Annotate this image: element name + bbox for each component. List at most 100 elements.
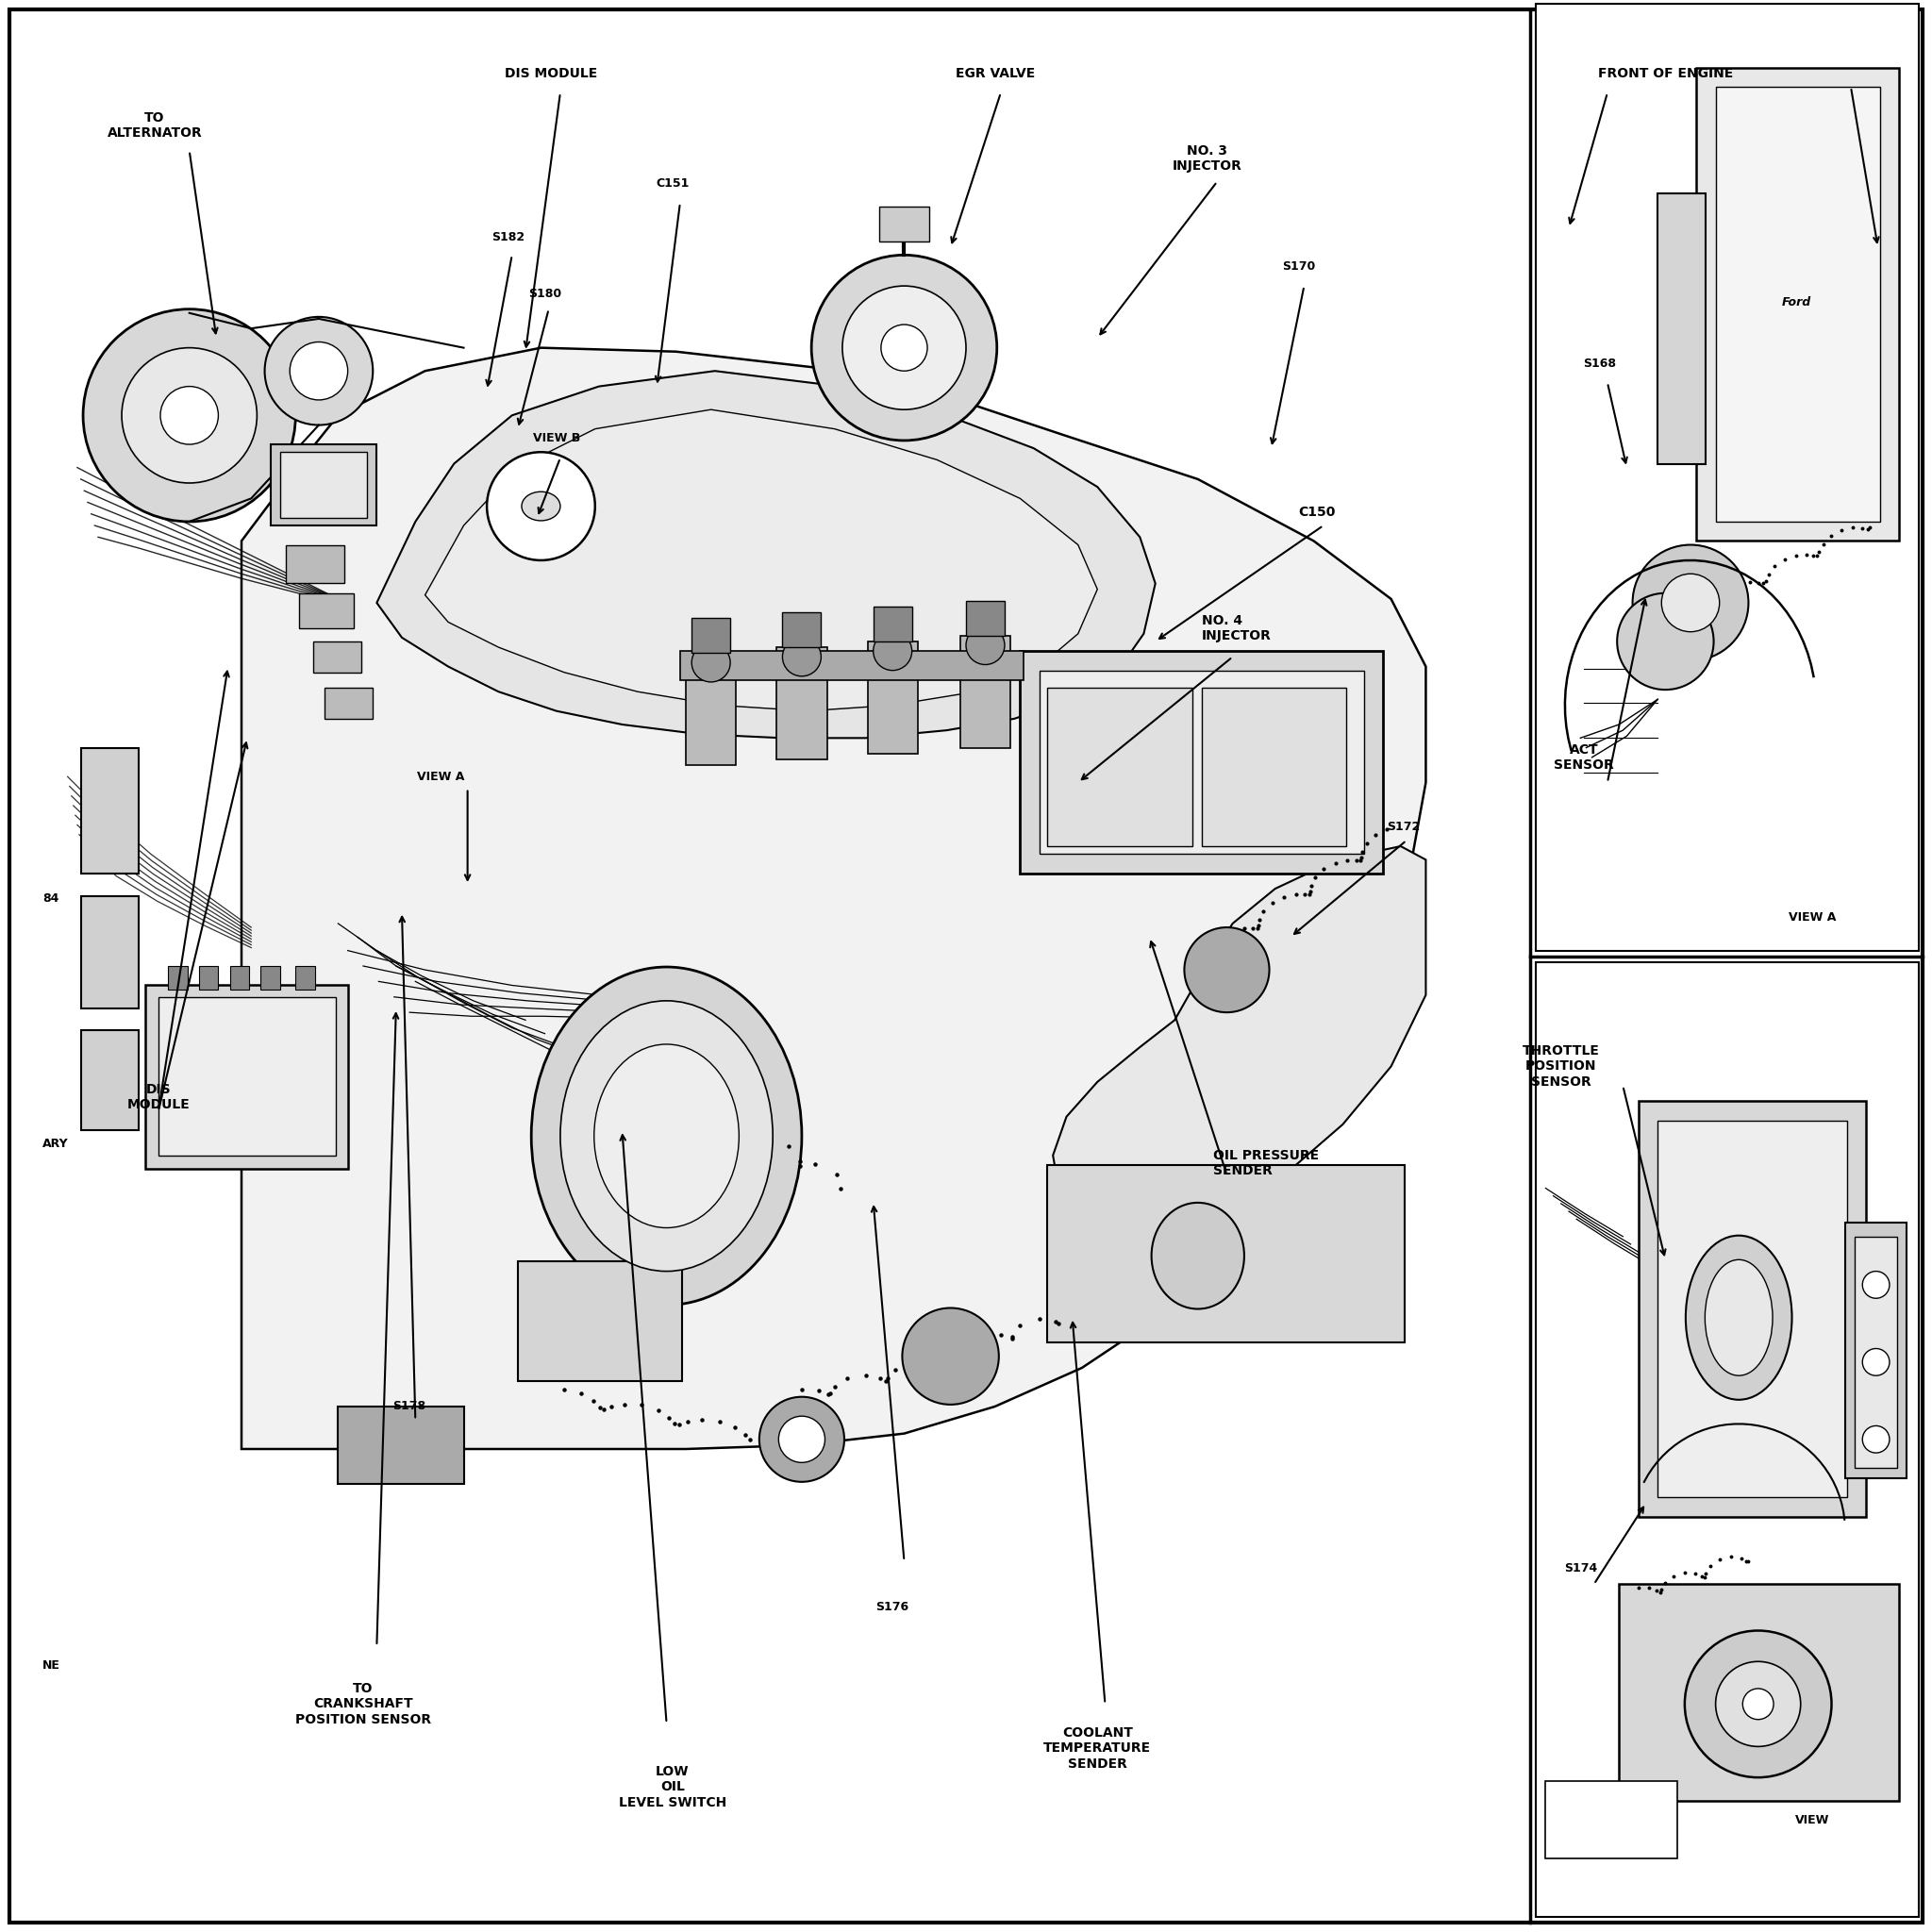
- Text: NO. 3
INJECTOR: NO. 3 INJECTOR: [1173, 145, 1242, 172]
- Text: LOW
OIL
LEVEL SWITCH: LOW OIL LEVEL SWITCH: [618, 1766, 726, 1808]
- Text: ARY: ARY: [43, 1138, 68, 1150]
- Circle shape: [265, 317, 373, 425]
- Bar: [158, 997, 336, 1155]
- Bar: [299, 593, 354, 628]
- Ellipse shape: [522, 493, 560, 520]
- Bar: [81, 748, 139, 873]
- Polygon shape: [425, 410, 1097, 711]
- Circle shape: [779, 1416, 825, 1463]
- Bar: [261, 966, 280, 989]
- Circle shape: [1184, 927, 1269, 1012]
- Text: C150: C150: [1298, 506, 1335, 518]
- Bar: [873, 607, 912, 641]
- Text: S180: S180: [527, 288, 562, 299]
- Bar: [81, 1030, 139, 1130]
- Bar: [1658, 1121, 1847, 1497]
- Circle shape: [1685, 1631, 1832, 1777]
- Polygon shape: [377, 371, 1155, 738]
- Bar: [1536, 4, 1918, 951]
- Bar: [1658, 193, 1706, 464]
- Text: VIEW A: VIEW A: [417, 771, 464, 782]
- Circle shape: [873, 632, 912, 670]
- Text: ACT
SENSOR: ACT SENSOR: [1553, 744, 1615, 771]
- Text: S168: S168: [1582, 357, 1617, 369]
- Text: FRONT OF ENGINE: FRONT OF ENGINE: [1598, 68, 1733, 79]
- Circle shape: [1617, 593, 1714, 690]
- Bar: [1202, 688, 1347, 846]
- Bar: [1696, 68, 1899, 541]
- Ellipse shape: [595, 1043, 738, 1229]
- Bar: [199, 966, 218, 989]
- Bar: [325, 688, 373, 719]
- Bar: [168, 966, 187, 989]
- Ellipse shape: [1685, 1236, 1793, 1399]
- Text: TO
CRANKSHAFT
POSITION SENSOR: TO CRANKSHAFT POSITION SENSOR: [296, 1683, 431, 1725]
- Bar: [338, 1406, 464, 1484]
- Text: TO
ALTERNATOR: TO ALTERNATOR: [106, 112, 203, 139]
- Text: THROTTLE
POSITION
SENSOR: THROTTLE POSITION SENSOR: [1522, 1045, 1600, 1088]
- Text: Ford: Ford: [1781, 296, 1812, 307]
- Polygon shape: [242, 348, 1426, 1449]
- Bar: [966, 601, 1005, 636]
- Bar: [518, 1262, 682, 1381]
- Circle shape: [1743, 1689, 1774, 1719]
- Bar: [280, 452, 367, 518]
- Text: NE: NE: [43, 1660, 60, 1671]
- Bar: [1047, 688, 1192, 846]
- Bar: [1047, 1165, 1405, 1343]
- Bar: [1039, 670, 1364, 854]
- Text: NO. 4
INJECTOR: NO. 4 INJECTOR: [1202, 614, 1271, 641]
- Text: S182: S182: [491, 232, 526, 243]
- Text: S176: S176: [875, 1602, 910, 1613]
- Bar: [1855, 1236, 1897, 1468]
- Bar: [230, 966, 249, 989]
- Text: S174: S174: [1563, 1563, 1598, 1575]
- Text: 84: 84: [43, 893, 58, 904]
- Circle shape: [1862, 1271, 1889, 1298]
- Circle shape: [842, 286, 966, 410]
- Bar: [879, 207, 929, 242]
- Bar: [686, 653, 736, 765]
- Bar: [270, 444, 377, 526]
- Text: EGR VALVE: EGR VALVE: [954, 68, 1036, 79]
- Circle shape: [811, 255, 997, 440]
- Text: VIEW: VIEW: [1795, 1814, 1830, 1826]
- Circle shape: [83, 309, 296, 522]
- Ellipse shape: [560, 1001, 773, 1271]
- Bar: [867, 641, 918, 753]
- Ellipse shape: [1151, 1202, 1244, 1310]
- Text: S172: S172: [1387, 821, 1420, 833]
- Circle shape: [782, 638, 821, 676]
- Bar: [1536, 962, 1918, 1917]
- Ellipse shape: [1706, 1260, 1774, 1376]
- Bar: [1638, 1101, 1866, 1517]
- Bar: [1716, 87, 1880, 522]
- Text: C151: C151: [655, 178, 690, 189]
- Circle shape: [966, 626, 1005, 665]
- Circle shape: [290, 342, 348, 400]
- Bar: [1020, 651, 1383, 873]
- Bar: [680, 651, 1024, 680]
- Bar: [81, 896, 139, 1009]
- Bar: [145, 985, 348, 1169]
- Bar: [313, 641, 361, 672]
- Bar: [1546, 1781, 1677, 1859]
- Text: COOLANT
TEMPERATURE
SENDER: COOLANT TEMPERATURE SENDER: [1043, 1727, 1151, 1770]
- Circle shape: [902, 1308, 999, 1405]
- Circle shape: [1716, 1662, 1801, 1747]
- Circle shape: [122, 348, 257, 483]
- Bar: [296, 966, 315, 989]
- Polygon shape: [1053, 846, 1426, 1240]
- Ellipse shape: [531, 968, 802, 1306]
- Text: S170: S170: [1281, 261, 1316, 272]
- Circle shape: [160, 386, 218, 444]
- Circle shape: [1862, 1349, 1889, 1376]
- Circle shape: [487, 452, 595, 560]
- Circle shape: [881, 325, 927, 371]
- Text: S178: S178: [392, 1401, 427, 1412]
- Circle shape: [1662, 574, 1719, 632]
- Bar: [782, 612, 821, 647]
- Circle shape: [1633, 545, 1748, 661]
- Bar: [1619, 1584, 1899, 1801]
- Bar: [960, 636, 1010, 748]
